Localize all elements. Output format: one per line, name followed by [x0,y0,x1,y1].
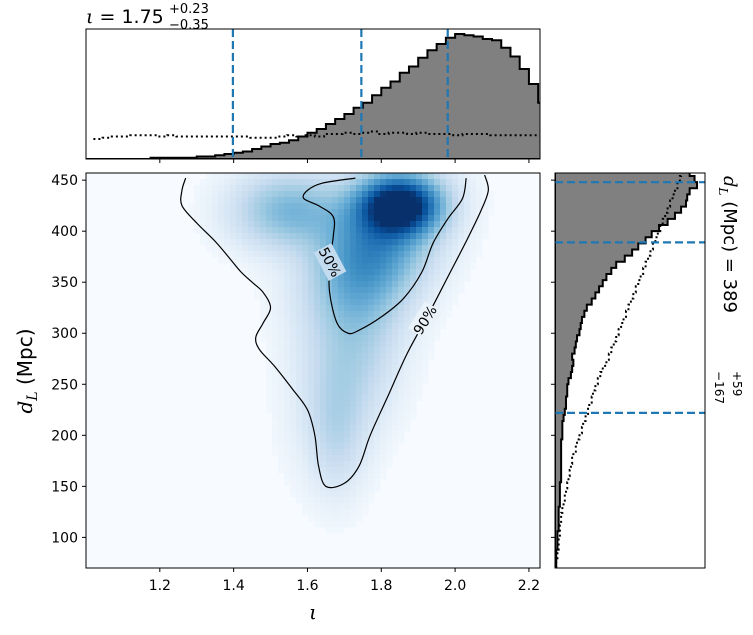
contour-50 [302,177,467,335]
x-axis-ticks: 1.2 1.4 1.6 1.8 2.0 2.2 [149,568,540,594]
dL-posterior-histogram [555,173,698,568]
iota-marginal-ticks [159,159,530,163]
y-tick-label-7: 450 [51,173,78,189]
y-tick-label-2: 200 [51,428,78,444]
y-tick-label-6: 400 [51,224,78,240]
svg-text:dL (Mpc): dL (Mpc) [13,328,41,413]
y-axis-ticks: 100 150 200 250 300 350 400 450 [51,173,86,546]
y-tick-label-4: 300 [51,326,78,342]
dL-upper-error: +59 [730,371,744,396]
iota-marginal-title: ι = 1.75 +0.23 −0.35 [86,2,209,33]
y-tick-label-3: 250 [51,377,78,393]
y-axis-label: dL (Mpc) [13,328,41,413]
x-tick-label-3: 1.8 [370,578,392,594]
iota-marginal-panel [85,28,541,163]
x-tick-label-2: 1.6 [296,578,318,594]
dL-marginal-panel: dL (Mpc) = 389 +59 −167 [551,172,744,569]
x-tick-label-5: 2.2 [518,578,540,594]
x-tick-label-4: 2.0 [444,578,466,594]
dL-marginal-ticks [551,179,555,538]
iota-quantile-lines [231,29,449,159]
joint-panel-frame [85,172,541,569]
iota-upper-error: +0.23 [169,2,209,17]
x-axis-label: ι [309,600,317,624]
dL-marginal-title: dL (Mpc) = 389 +59 −167 [712,176,744,404]
dL-lower-error: −167 [712,371,726,404]
svg-text:dL (Mpc) = 389: dL (Mpc) = 389 [716,176,740,313]
y-tick-label-0: 100 [51,530,78,546]
iota-lower-error: −0.35 [169,18,209,33]
dL-median: 389 [719,279,740,313]
y-tick-label-1: 150 [51,479,78,495]
dL-marginal-frame [554,172,706,569]
y-tick-label-5: 350 [51,275,78,291]
dL-prior-histogram [555,173,683,568]
joint-density-panel: 50% 90% 1.2 1.4 1.6 1.8 2.0 2.2 1001502002503… [13,172,541,624]
dL-quantile-lines [555,181,705,414]
iota-marginal-frame [85,28,541,160]
iota-posterior-histogram [86,33,540,159]
iota-median: 1.75 [121,6,163,28]
x-tick-label-0: 1.2 [149,578,171,594]
x-tick-label-1: 1.4 [223,578,245,594]
svg-text:ι = 1.75: ι = 1.75 [86,6,164,28]
